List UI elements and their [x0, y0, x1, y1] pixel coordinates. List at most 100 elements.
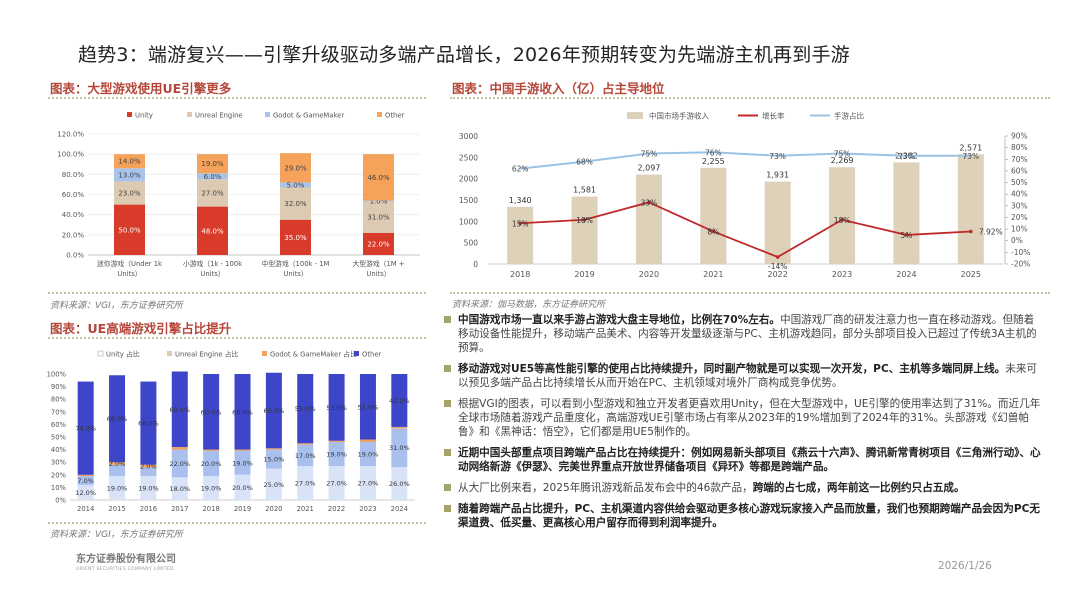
data-label: 1.0%	[370, 198, 388, 206]
page-number: 2026/1/26	[938, 560, 992, 572]
legend-label: Godot & GameMaker	[273, 112, 344, 120]
legend-label: Unity 占比	[106, 350, 140, 359]
y-tick-label: 1500	[459, 196, 478, 205]
data-label: 60.0%	[169, 406, 190, 414]
x-tick-label: 2023	[359, 505, 376, 513]
bullet-square-icon	[444, 449, 451, 456]
bar-segment	[328, 442, 345, 466]
data-label: 53.0%	[326, 404, 347, 412]
revenue-bar	[700, 167, 727, 264]
y2-tick-label: -20%	[1011, 260, 1030, 269]
y2-tick-label: -10%	[1011, 248, 1030, 257]
bar-segment	[265, 448, 282, 450]
legend-marker	[262, 351, 267, 356]
y2-tick-label: 0%	[1011, 236, 1023, 245]
data-label: 20.0%	[232, 484, 253, 492]
logo-chinese-name: 东方证券股份有限公司	[76, 554, 176, 565]
data-label: 19.0%	[326, 451, 347, 459]
x-tick-label: 2019	[234, 505, 251, 513]
bar-segment	[391, 374, 408, 427]
growth-point	[582, 217, 587, 222]
y-tick-label: 70%	[51, 408, 67, 416]
data-label: 14.0%	[118, 158, 141, 166]
bar-segment	[109, 464, 126, 477]
bar-segment	[280, 219, 311, 255]
growth-point	[711, 229, 716, 234]
data-label: 18.0%	[169, 485, 190, 493]
x-tick-label: 2021	[703, 270, 723, 279]
bar-segment	[359, 439, 376, 443]
data-label: 15.0%	[264, 456, 285, 464]
data-label: 26.0%	[389, 480, 410, 488]
growth-point	[840, 217, 844, 222]
bar-segment	[203, 449, 220, 451]
company-logo: 东方证券股份有限公司 ORIENT SECURITIES COMPANY LIM…	[76, 550, 176, 572]
chart2-title: 图表：中国手游收入（亿）占主导地位	[452, 81, 665, 96]
bar-segment	[265, 372, 282, 449]
bar-segment	[114, 168, 145, 182]
data-label: 22.0%	[169, 460, 190, 468]
bar-segment	[197, 179, 228, 207]
data-label: 22.0%	[367, 240, 390, 248]
bar-segment	[77, 484, 94, 500]
data-label: 46.0%	[367, 174, 390, 182]
y2-tick-label: 30%	[1011, 201, 1028, 210]
bullet-item: 根据VGI的图表，可以看到小型游戏和独立开发者更喜欢用Unity，但在大型游戏中…	[444, 397, 1044, 439]
y-tick-label: 0	[473, 260, 478, 269]
data-label: 32.0%	[284, 200, 307, 208]
data-label: 52.0%	[358, 403, 379, 411]
y-tick-label: 120.0%	[57, 131, 84, 139]
data-label: 27.0%	[326, 479, 347, 487]
x-tick-label: 2023	[832, 270, 852, 279]
y-tick-label: 0.0%	[66, 252, 84, 260]
bullet-text: 从大厂比例来看，2025年腾讯游戏新品发布会中的46款产品，	[458, 482, 753, 494]
bullet-bold-text: 近期中国头部重点项目跨端产品占比在持续提升：例如网易新头部项目《燕云十六声》、腾…	[458, 447, 1041, 473]
y-tick-label: 100.0%	[57, 151, 84, 159]
data-label: 23.0%	[118, 189, 141, 197]
bar-segment	[171, 371, 188, 448]
chart3-title: 图表：UE高端游戏引擎占比提升	[50, 321, 232, 336]
bullet-square-icon	[444, 365, 451, 372]
y2-tick-label: 60%	[1011, 166, 1028, 175]
growth-point	[969, 229, 973, 234]
growth-point	[775, 255, 780, 259]
y-tick-label: 30%	[51, 459, 67, 467]
bullet-item: 近期中国头部重点项目跨端产品占比在持续提升：例如网易新头部项目《燕云十六声》、腾…	[444, 446, 1044, 474]
growth-label: -14%	[768, 262, 787, 271]
data-label: 2,571	[959, 143, 982, 152]
x-tick-label: 2024	[391, 505, 408, 513]
y-tick-label: 80.0%	[62, 171, 85, 179]
legend-label: Other	[362, 351, 382, 359]
growth-label: 33%	[641, 198, 658, 207]
bullet-square-icon	[444, 505, 451, 512]
y-tick-label: 2500	[459, 153, 478, 162]
data-label: 48.0%	[201, 227, 224, 235]
bar-segment	[391, 426, 408, 429]
data-label: 13.0%	[118, 171, 141, 179]
bar-segment	[280, 182, 311, 188]
bar-segment	[328, 440, 345, 443]
growth-point	[647, 200, 651, 205]
bar-segment	[140, 464, 157, 468]
data-label: 25.0%	[264, 481, 285, 489]
x-tick-label: 2015	[108, 505, 125, 513]
bar-segment	[234, 474, 251, 500]
x-tick-label: 2017	[171, 505, 188, 513]
y-tick-label: 90%	[51, 383, 67, 391]
revenue-bar	[507, 206, 534, 264]
logo-english-name: ORIENT SECURITIES COMPANY LIMITED	[76, 567, 174, 572]
y-tick-label: 60%	[51, 421, 67, 429]
bullet-text: 中国游戏厂商的研发注意力也一直在移动游戏。但随着移动设备性能提升，移动端产品美术…	[458, 314, 1037, 354]
growth-label: 18%	[576, 216, 593, 225]
bar-segment	[265, 468, 282, 500]
x-tick-label: 2024	[896, 270, 916, 279]
revenue-bar	[957, 154, 984, 264]
y2-tick-label: 70%	[1011, 155, 1028, 164]
legend-label: Unreal Engine 占比	[175, 350, 239, 359]
bullet-item: 从大厂比例来看，2025年腾讯游戏新品发布会中的46款产品，跨端的占七成，两年前…	[444, 481, 1044, 495]
bar-segment	[359, 374, 376, 440]
data-label: 6.0%	[204, 173, 222, 181]
legend-label: Unity	[135, 112, 153, 120]
bar-segment	[171, 449, 188, 478]
y-tick-label: 20%	[51, 471, 67, 479]
